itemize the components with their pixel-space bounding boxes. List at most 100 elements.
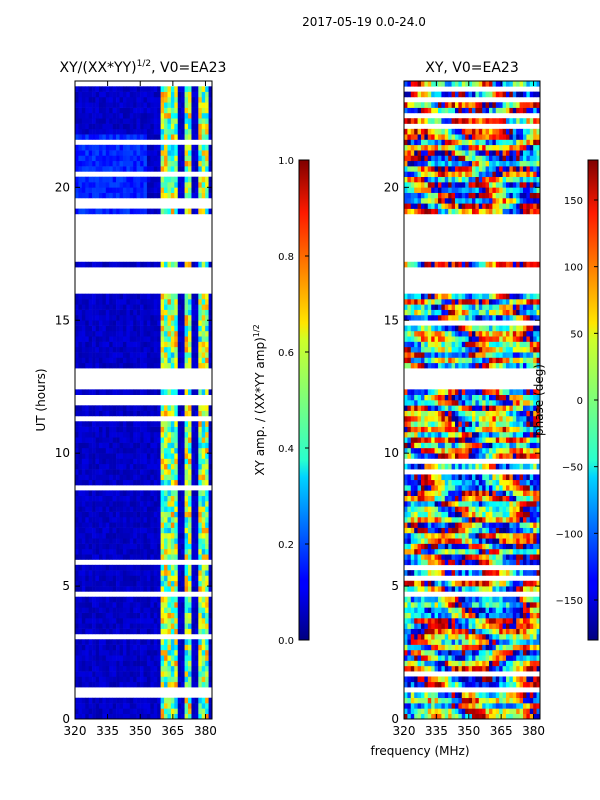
heatmap-cell <box>512 623 517 629</box>
heatmap-cell <box>164 527 168 534</box>
heatmap-cell <box>421 586 425 592</box>
heatmap-cell <box>140 182 144 188</box>
heatmap-cell <box>119 628 124 635</box>
heatmap-cell <box>478 703 483 709</box>
heatmap-cell <box>102 538 107 544</box>
heatmap-cell <box>98 655 103 661</box>
heatmap-cell <box>431 655 435 661</box>
heatmap-cell <box>188 86 192 92</box>
heatmap-cell <box>194 463 199 470</box>
heatmap-cell <box>414 602 418 608</box>
heatmap-cell <box>92 102 96 108</box>
heatmap-cell <box>502 649 507 656</box>
heatmap-cell <box>526 538 531 544</box>
heatmap-cell <box>421 511 425 518</box>
heatmap-cell <box>119 160 124 167</box>
heatmap-cell <box>92 554 96 560</box>
heatmap-cell <box>181 123 185 130</box>
heatmap-cell <box>164 564 168 571</box>
heatmap-cell <box>482 522 486 528</box>
heatmap-cell <box>116 506 120 512</box>
heatmap-cell <box>92 639 96 645</box>
heatmap-cell <box>164 405 168 411</box>
heatmap-cell <box>489 506 493 512</box>
heatmap-cell <box>516 527 520 534</box>
y-tick-label: 10 <box>55 446 70 460</box>
heatmap-cell <box>116 91 120 98</box>
heatmap-cell <box>98 128 103 135</box>
heatmap-cell <box>143 602 148 608</box>
heatmap-cell <box>95 676 100 683</box>
heatmap-cell <box>475 596 480 603</box>
heatmap-cell <box>98 554 103 560</box>
heatmap-cell <box>205 639 209 645</box>
heatmap-cell <box>143 150 148 156</box>
heatmap-cell <box>478 644 483 651</box>
heatmap-cell <box>157 192 161 199</box>
heatmap-cell <box>174 479 179 486</box>
heatmap-cell <box>482 628 486 635</box>
heatmap-cell <box>146 357 151 364</box>
heatmap-cell <box>167 506 172 512</box>
heatmap-cell <box>489 617 493 624</box>
heatmap-cell <box>153 128 158 135</box>
heatmap-cell <box>529 703 534 709</box>
heatmap-cell <box>184 346 189 353</box>
heatmap-cell <box>157 623 161 629</box>
heatmap-cell <box>431 628 435 635</box>
heatmap-cell <box>478 639 483 645</box>
heatmap-cell <box>465 602 469 608</box>
heatmap-cell <box>201 320 206 326</box>
heatmap-cell <box>502 665 507 672</box>
heatmap-cell <box>427 501 432 507</box>
heatmap-cell <box>441 676 446 683</box>
heatmap-cell <box>414 548 418 555</box>
heatmap-cell <box>427 543 432 550</box>
heatmap-cell <box>509 602 514 608</box>
heatmap-cell <box>81 421 86 427</box>
heatmap-cell <box>109 107 113 114</box>
heatmap-cell <box>78 697 83 704</box>
heatmap-cell <box>140 144 144 151</box>
heatmap-cell <box>116 453 120 459</box>
heatmap-cell <box>410 580 415 587</box>
heatmap-cell <box>167 431 172 438</box>
heatmap-cell <box>502 697 507 704</box>
heatmap-cell <box>157 447 161 454</box>
heatmap-cell <box>174 543 179 550</box>
heatmap-cell <box>177 665 182 672</box>
heatmap-cell <box>414 501 418 507</box>
heatmap-cell <box>184 182 189 188</box>
heatmap-cell <box>485 511 490 518</box>
heatmap-cell <box>191 298 196 305</box>
heatmap-cell <box>174 389 179 395</box>
heatmap-cell <box>78 336 83 342</box>
heatmap-cell <box>88 128 93 135</box>
heatmap-cell <box>485 713 490 720</box>
heatmap-cell <box>85 469 89 475</box>
heatmap-cell <box>112 506 117 512</box>
heatmap-cell <box>85 208 89 215</box>
heatmap-cell <box>136 107 141 114</box>
heatmap-cell <box>146 676 151 683</box>
heatmap-cell <box>170 357 175 364</box>
heatmap-cell <box>427 649 432 656</box>
heatmap-cell <box>170 182 175 188</box>
heatmap-cell <box>417 596 422 603</box>
heatmap-cell <box>191 516 196 523</box>
heatmap-cell <box>157 474 161 481</box>
heatmap-cell <box>441 543 446 550</box>
heatmap-cell <box>424 633 429 640</box>
heatmap-cell <box>516 617 520 624</box>
heatmap-cell <box>205 293 209 300</box>
heatmap-cell <box>140 453 144 459</box>
heatmap-cell <box>81 261 86 268</box>
heatmap-cell <box>427 522 432 528</box>
heatmap-cell <box>153 564 158 571</box>
heatmap-cell <box>122 362 127 369</box>
heatmap-cell <box>75 341 79 348</box>
heatmap-cell <box>506 586 510 592</box>
heatmap-cell <box>451 692 456 699</box>
heatmap-cell <box>170 580 175 587</box>
heatmap-cell <box>167 437 172 443</box>
